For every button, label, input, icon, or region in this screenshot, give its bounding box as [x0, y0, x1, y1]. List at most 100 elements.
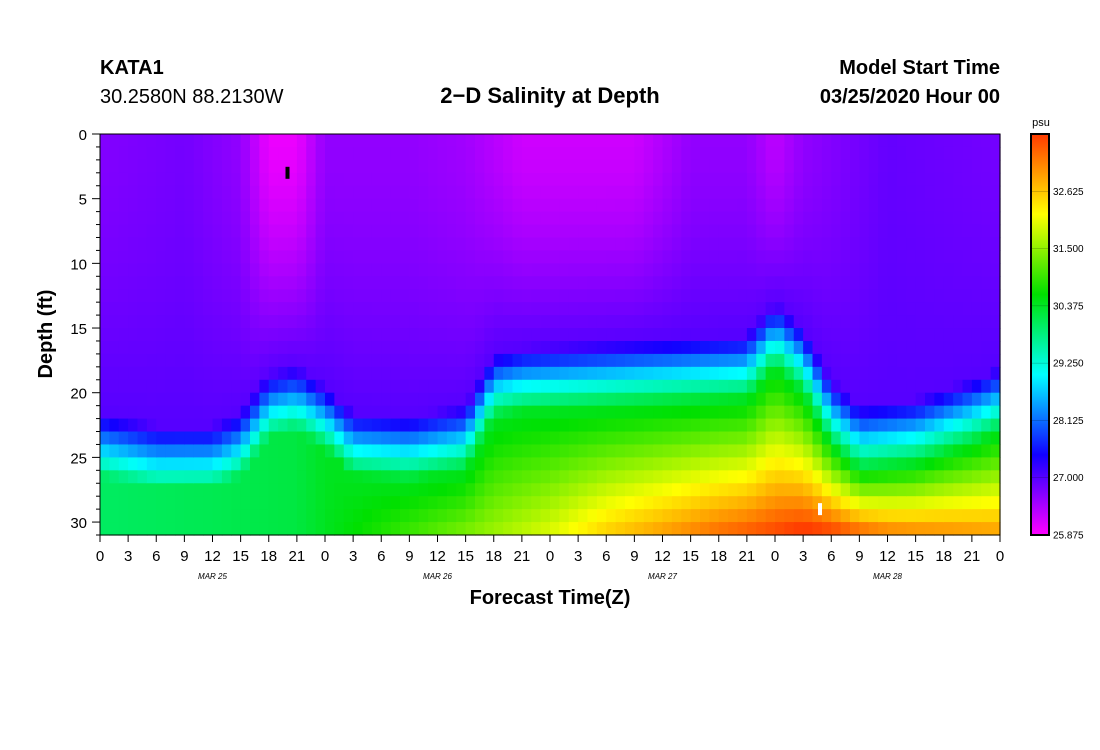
heatmap-cell — [568, 224, 579, 239]
heatmap-cell — [615, 509, 626, 523]
colorbar-gradient — [1030, 133, 1050, 536]
heatmap-cell — [906, 392, 917, 407]
heatmap-cell — [643, 418, 654, 433]
heatmap-cell — [315, 366, 326, 381]
heatmap-cell — [493, 470, 504, 484]
heatmap-cell — [915, 509, 926, 523]
heatmap-cell — [512, 444, 523, 458]
heatmap-cell — [128, 340, 139, 355]
heatmap-cell — [625, 134, 635, 148]
heatmap-cell — [512, 237, 523, 252]
heatmap-cell — [193, 366, 204, 381]
heatmap-cell — [100, 418, 110, 433]
heatmap-cell — [493, 379, 504, 394]
heatmap-cell — [728, 276, 739, 290]
heatmap-cell — [821, 483, 832, 497]
heatmap-cell — [531, 392, 542, 407]
heatmap-cell — [662, 444, 673, 458]
heatmap-cell — [137, 418, 148, 433]
heatmap-cell — [662, 522, 673, 536]
heatmap-cell — [690, 353, 701, 368]
heatmap-cell — [803, 353, 814, 368]
heatmap-cell — [418, 146, 429, 161]
heatmap-cell — [240, 172, 251, 187]
heatmap-cell — [662, 276, 673, 290]
heatmap-cell — [203, 353, 214, 368]
heatmap-cell — [493, 198, 504, 213]
heatmap-cell — [671, 198, 682, 213]
heatmap-cell — [737, 366, 748, 381]
heatmap-cell — [118, 509, 129, 523]
heatmap-cell — [756, 134, 767, 148]
heatmap-cell — [184, 444, 195, 458]
heatmap-cell — [390, 509, 401, 523]
heatmap-cell — [578, 470, 589, 484]
heatmap-cell — [981, 159, 992, 174]
heatmap-cell — [146, 276, 157, 290]
heatmap-cell — [465, 315, 476, 329]
heatmap-cell — [381, 263, 392, 277]
x-tick-label: 21 — [964, 548, 981, 565]
heatmap-cell — [250, 509, 260, 523]
heatmap-cell — [681, 392, 692, 407]
heatmap-cell — [606, 509, 617, 523]
heatmap-cell — [521, 250, 532, 264]
heatmap-cell — [278, 405, 289, 420]
heatmap-cell — [850, 483, 860, 497]
heatmap-cell — [437, 418, 448, 433]
heatmap-cell — [165, 289, 176, 303]
heatmap-cell — [953, 198, 964, 213]
heatmap-cell — [212, 405, 223, 420]
heatmap-cell — [690, 159, 701, 174]
heatmap-cell — [737, 185, 748, 200]
heatmap-cell — [896, 276, 907, 290]
heatmap-cell — [709, 496, 720, 510]
heatmap-cell — [578, 263, 589, 277]
heatmap-cell — [718, 340, 729, 355]
heatmap-cell — [156, 276, 167, 290]
heatmap-cell — [137, 146, 148, 161]
heatmap-cell — [756, 366, 767, 381]
heatmap-cell — [643, 211, 654, 226]
heatmap-cell — [437, 172, 448, 187]
heatmap-cell — [681, 237, 692, 252]
heatmap-cell — [175, 509, 185, 523]
heatmap-cell — [334, 159, 345, 174]
heatmap-cell — [756, 405, 767, 420]
x-tick-label: 6 — [377, 548, 385, 565]
heatmap-cell — [118, 276, 129, 290]
heatmap-cell — [775, 509, 785, 523]
heatmap-cell — [878, 289, 889, 303]
heatmap-cell — [540, 340, 551, 355]
heatmap-cell — [296, 379, 307, 394]
heatmap-cell — [465, 444, 476, 458]
heatmap-cell — [840, 276, 851, 290]
heatmap-cell — [446, 418, 457, 433]
heatmap-cell — [240, 353, 251, 368]
heatmap-cell — [700, 405, 710, 420]
heatmap-cell — [634, 172, 645, 187]
heatmap-cell — [146, 340, 157, 355]
heatmap-cell — [521, 340, 532, 355]
heatmap-cell — [118, 328, 129, 342]
heatmap-cell — [137, 366, 148, 381]
heatmap-cell — [184, 276, 195, 290]
heatmap-cell — [568, 185, 579, 200]
heatmap-cell — [259, 289, 270, 303]
heatmap-cell — [381, 509, 392, 523]
heatmap-cell — [784, 289, 795, 303]
heatmap-cell — [681, 276, 692, 290]
heatmap-cell — [915, 405, 926, 420]
heatmap-cell — [709, 353, 720, 368]
heatmap-cell — [287, 522, 298, 536]
heatmap-cell — [615, 340, 626, 355]
heatmap-cell — [850, 496, 860, 510]
heatmap-cell — [746, 134, 757, 148]
heatmap-cell — [315, 392, 326, 407]
heatmap-cell — [540, 146, 551, 161]
heatmap-cell — [100, 340, 110, 355]
x-tick-label: 0 — [996, 548, 1004, 565]
heatmap-cell — [953, 237, 964, 252]
heatmap-cell — [700, 250, 710, 264]
